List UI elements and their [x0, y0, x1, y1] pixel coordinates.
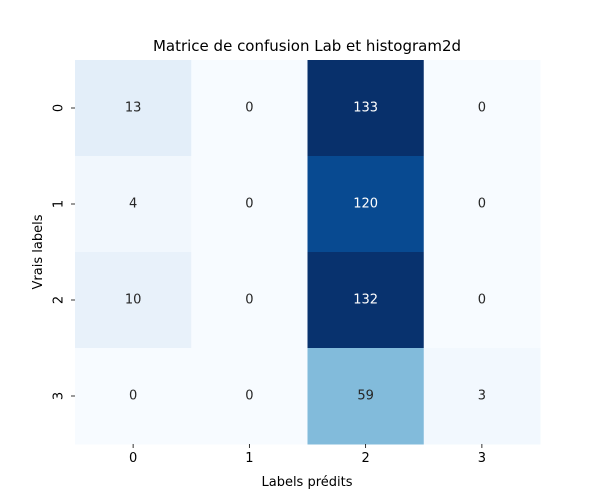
x-tick-label-2: 2	[361, 451, 369, 466]
heatmap-cell-r3-c0	[75, 348, 192, 445]
cell-label-r2-c1: 0	[245, 293, 253, 308]
cell-label-r1-c1: 0	[245, 197, 253, 212]
y-axis-label: Vrais labels	[31, 214, 46, 289]
heatmap-cell-r0-c1	[191, 60, 308, 157]
heatmap-cell-r0-c0	[75, 60, 192, 157]
heatmap-cell-r1-c3	[423, 156, 541, 253]
cell-label-r3-c0: 0	[129, 389, 137, 404]
heatmap-cell-r2-c1	[191, 252, 308, 349]
cell-label-r3-c2: 59	[357, 389, 374, 404]
cell-label-r3-c3: 3	[478, 389, 486, 404]
heatmap-cell-r2-c3	[423, 252, 541, 349]
cell-label-r1-c2: 120	[353, 197, 378, 212]
heatmap-cells	[75, 60, 541, 445]
heatmap-cell-r0-c3	[423, 60, 541, 157]
y-axis-ticks: 0 1 2 3	[52, 104, 75, 400]
cell-label-r1-c0: 4	[129, 197, 137, 212]
cell-label-r2-c3: 0	[478, 293, 486, 308]
cell-label-r2-c0: 10	[125, 293, 142, 308]
cell-label-r2-c2: 132	[353, 293, 378, 308]
heatmap-cell-r3-c3	[423, 348, 541, 445]
x-tick-label-1: 1	[245, 451, 253, 466]
y-tick-label-2: 2	[52, 296, 67, 304]
heatmap-cell-r2-c0	[75, 252, 192, 349]
x-tick-label-0: 0	[129, 451, 137, 466]
y-tick-label-1: 1	[52, 200, 67, 208]
cell-label-r0-c2: 133	[353, 101, 378, 116]
heatmap-cell-r0-c2	[307, 60, 425, 157]
heatmap-cell-r3-c1	[191, 348, 308, 445]
chart-title: Matrice de confusion Lab et histogram2d	[153, 37, 461, 55]
heatmap-cell-r2-c2	[307, 252, 425, 349]
cell-label-r0-c3: 0	[478, 101, 486, 116]
heatmap-cell-r1-c2	[307, 156, 425, 253]
y-tick-label-0: 0	[52, 104, 67, 112]
cell-value-labels: 13 0 133 0 4 0 120 0 10 0 132 0 0 0 59 3	[125, 101, 486, 404]
cell-label-r1-c3: 0	[478, 197, 486, 212]
cell-label-r0-c0: 13	[125, 101, 142, 116]
y-tick-label-3: 3	[52, 392, 67, 400]
x-axis-label: Labels prédits	[261, 475, 352, 490]
cell-label-r3-c1: 0	[245, 389, 253, 404]
x-tick-label-3: 3	[478, 451, 486, 466]
heatmap-cell-r3-c2	[307, 348, 425, 445]
heatmap-cell-r1-c1	[191, 156, 308, 253]
x-axis-ticks: 0 1 2 3	[129, 444, 486, 466]
heatmap-cell-r1-c0	[75, 156, 192, 253]
cell-label-r0-c1: 0	[245, 101, 253, 116]
